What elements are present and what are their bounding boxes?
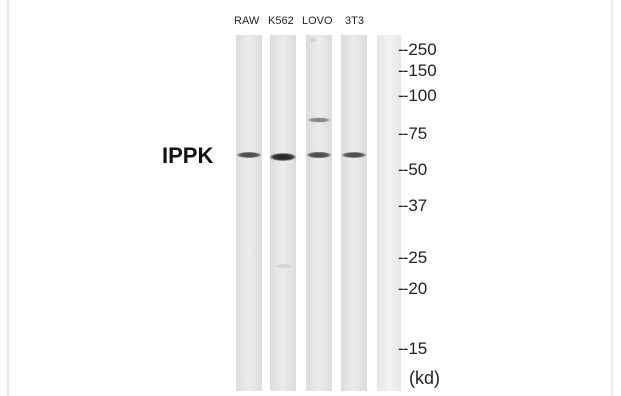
lane-5-ladder bbox=[377, 35, 401, 391]
band-k562-ippk bbox=[269, 152, 297, 162]
lane-label-k562: K562 bbox=[268, 15, 294, 27]
band-lovo-upper bbox=[307, 117, 331, 123]
lane-2-k562 bbox=[270, 35, 296, 391]
band-raw-ippk bbox=[236, 151, 262, 159]
unit-label: (kd) bbox=[409, 368, 440, 388]
faint-spot-lovo-top bbox=[310, 38, 316, 42]
marker-150: --150 bbox=[398, 61, 437, 80]
band-lovo-ippk bbox=[306, 151, 332, 159]
protein-label: IPPK bbox=[162, 143, 214, 168]
marker-250: --250 bbox=[398, 40, 437, 59]
marker-37: --37 bbox=[398, 196, 428, 215]
marker-20: --20 bbox=[398, 279, 428, 298]
lane-3-lovo bbox=[306, 35, 332, 391]
marker-25: --25 bbox=[398, 248, 428, 267]
marker-50: --50 bbox=[398, 160, 428, 179]
lane-label-lovo: LOVO bbox=[302, 15, 333, 27]
lane-1-raw bbox=[236, 35, 262, 391]
lane-label-raw: RAW bbox=[234, 15, 260, 27]
faint-spot-k562 bbox=[276, 264, 292, 268]
lane-4-3t3 bbox=[341, 35, 367, 391]
band-3t3-ippk bbox=[341, 151, 367, 159]
marker-75: --75 bbox=[398, 124, 428, 143]
marker-15: --15 bbox=[398, 339, 428, 358]
marker-100: --100 bbox=[398, 86, 437, 105]
lane-label-3t3: 3T3 bbox=[345, 15, 364, 27]
